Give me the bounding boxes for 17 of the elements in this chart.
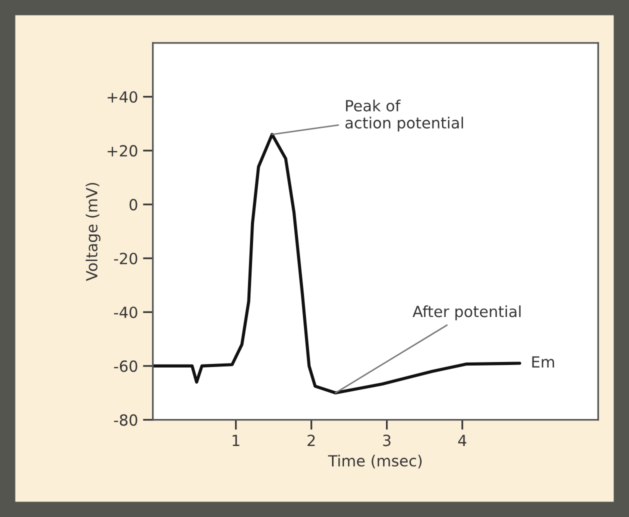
x-tick-label: 1 bbox=[232, 434, 240, 446]
y-tick-label: 0 bbox=[130, 198, 138, 210]
y-tick-label: -40 bbox=[114, 306, 138, 318]
y-axis-title: Voltage (mV) bbox=[86, 182, 100, 281]
annotation: Em bbox=[532, 356, 554, 368]
y-tick-label: -80 bbox=[114, 414, 138, 426]
y-tick-label: -60 bbox=[114, 360, 138, 372]
annotation: Peak of action potential bbox=[345, 100, 463, 132]
x-tick-label: 2 bbox=[308, 434, 315, 446]
x-axis-title: Time (msec) bbox=[328, 454, 422, 468]
line-series bbox=[152, 132, 522, 394]
y-tick-label: -20 bbox=[114, 252, 138, 264]
x-tick-label: 3 bbox=[383, 434, 390, 446]
x-tick-label: 4 bbox=[458, 434, 466, 446]
annotation: After potential bbox=[412, 305, 521, 320]
y-tick-label: +20 bbox=[108, 145, 138, 157]
y-tick-label: +40 bbox=[108, 91, 138, 103]
